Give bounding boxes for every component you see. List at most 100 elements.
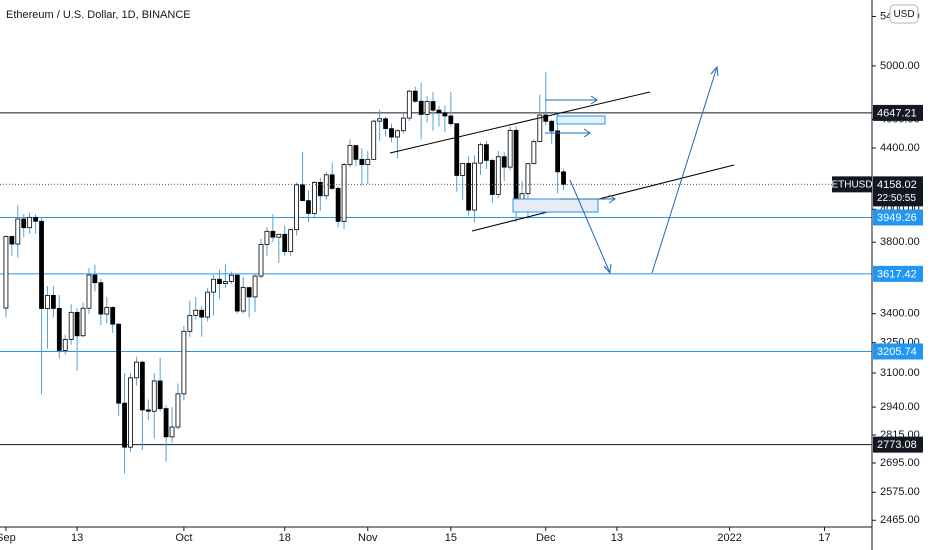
candle-body (104, 307, 110, 315)
symbol-label: ETHUSD (831, 180, 872, 191)
candle-body (9, 236, 15, 245)
level-label-box (873, 436, 923, 453)
candle-body (282, 233, 288, 252)
x-tick-label: Dec (536, 532, 556, 544)
candle-body (56, 308, 62, 351)
candle-body (389, 128, 394, 138)
candle-body (561, 171, 566, 185)
candle-body (347, 145, 353, 165)
candle-body (228, 274, 234, 282)
x-tick-label: 2022 (717, 532, 741, 544)
candle-body (424, 101, 430, 115)
title-bg (2, 5, 192, 23)
candle-body (139, 361, 145, 411)
candle-body (329, 174, 335, 189)
candle-body (406, 90, 412, 119)
plot-area (0, 72, 872, 474)
y-tick-label: 4400.00 (880, 142, 920, 154)
last-price-box (873, 176, 923, 207)
candle-body (472, 162, 477, 211)
candle-body (240, 287, 246, 312)
candle-body (341, 164, 347, 222)
level-label-box (873, 209, 923, 226)
y-tick-label: 2940.00 (880, 401, 920, 413)
candle-body (448, 115, 454, 125)
x-tick-label: 15 (445, 532, 457, 544)
candle-body (513, 129, 519, 203)
candle-body (549, 120, 555, 132)
y-tick-label: 2695.00 (880, 457, 920, 469)
candle-body (436, 109, 442, 114)
y-tick-label: 3800.00 (880, 236, 920, 248)
level-label: 3949.26 (877, 212, 917, 224)
level-label: 3617.42 (877, 268, 917, 280)
level-label-box (873, 104, 923, 121)
candle-body (525, 163, 531, 195)
x-tick-label: 13 (71, 532, 83, 544)
candle-body (317, 181, 323, 197)
level-label: 4647.21 (877, 107, 917, 119)
candle-body (3, 236, 9, 309)
x-tick-label: Oct (175, 532, 192, 544)
candle-body (80, 307, 86, 337)
y-tick-label: 2465.00 (880, 514, 920, 526)
candle-body (151, 380, 157, 412)
y-tick-label: 5000.00 (880, 60, 920, 72)
candle-body (276, 233, 282, 238)
candle-body (134, 361, 139, 379)
candle-body (371, 120, 377, 160)
candle-body (175, 393, 181, 428)
candle-body (442, 112, 448, 117)
candle-body (478, 144, 483, 164)
candle-body (501, 156, 507, 168)
arrow (651, 66, 718, 274)
candle-body (555, 130, 561, 173)
level-label-box (873, 265, 923, 282)
candle-body (495, 156, 501, 195)
candle-body (223, 281, 228, 284)
candle-body (157, 380, 163, 410)
candle-body (294, 184, 299, 231)
countdown-label: 22:50:55 (877, 193, 916, 204)
candle-body (288, 229, 294, 252)
arrow-head (590, 95, 598, 105)
candle-body (454, 123, 460, 176)
currency-label[interactable]: USD (893, 9, 914, 20)
candle-body (335, 187, 341, 222)
candle-body (353, 145, 359, 160)
candle-body (466, 162, 472, 211)
candle-body (15, 218, 21, 245)
candle-body (163, 408, 169, 438)
arrow-head (583, 128, 591, 138)
candle-body (365, 158, 371, 165)
candle-body (74, 311, 80, 337)
candle-body (306, 200, 311, 214)
y-tick-label: 2575.00 (880, 486, 920, 498)
candle-body (252, 275, 258, 298)
channel-upper (389, 91, 651, 154)
arrow-head (608, 194, 616, 204)
x-tick-label: 13 (611, 532, 623, 544)
level-label: 3205.74 (877, 346, 917, 358)
level-label: 2773.08 (877, 439, 917, 451)
zone-box (556, 115, 606, 125)
candle-body (359, 158, 365, 165)
candle-body (412, 90, 418, 102)
candle-body (234, 274, 240, 312)
candle-body (45, 295, 50, 309)
candle-body (418, 100, 424, 115)
candle-body (110, 307, 116, 325)
candle-body (27, 216, 33, 229)
candle-body (264, 230, 270, 245)
currency-button[interactable] (889, 4, 919, 24)
channel-lower (471, 164, 735, 232)
candle-body (377, 118, 383, 122)
candle-body (128, 377, 133, 448)
symbol-box (832, 176, 872, 193)
arrow-head (710, 65, 719, 77)
candle-body (199, 309, 205, 318)
candle-body (537, 114, 543, 142)
y-tick-label: 3100.00 (880, 367, 920, 379)
candle-body (507, 129, 513, 168)
